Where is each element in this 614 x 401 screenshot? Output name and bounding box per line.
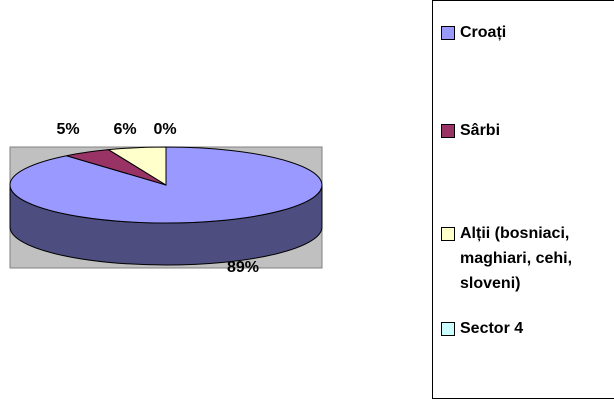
legend-label: Sector 4 xyxy=(460,320,524,337)
data-label: 6% xyxy=(113,121,136,138)
data-label: 5% xyxy=(56,121,79,138)
legend: Croați Sârbi Alții (bosniaci, maghiari, ce… xyxy=(432,0,614,399)
legend-label: Sârbi xyxy=(460,122,501,139)
legend-item: Sârbi xyxy=(441,118,601,143)
legend-item: Alții (bosniaci, maghiari, cehi, sloveni… xyxy=(441,221,601,296)
legend-swatch xyxy=(441,26,455,40)
legend-label: Croați xyxy=(460,24,507,41)
legend-swatch xyxy=(441,124,455,138)
legend-swatch xyxy=(441,322,455,336)
legend-item: Sector 4 xyxy=(441,316,601,341)
data-label: 0% xyxy=(153,121,176,138)
legend-item: Croați xyxy=(441,20,601,45)
legend-swatch xyxy=(441,227,455,241)
legend-label: Alții (bosniaci, maghiari, cehi, sloveni… xyxy=(460,225,573,292)
data-label: 89% xyxy=(227,259,259,276)
